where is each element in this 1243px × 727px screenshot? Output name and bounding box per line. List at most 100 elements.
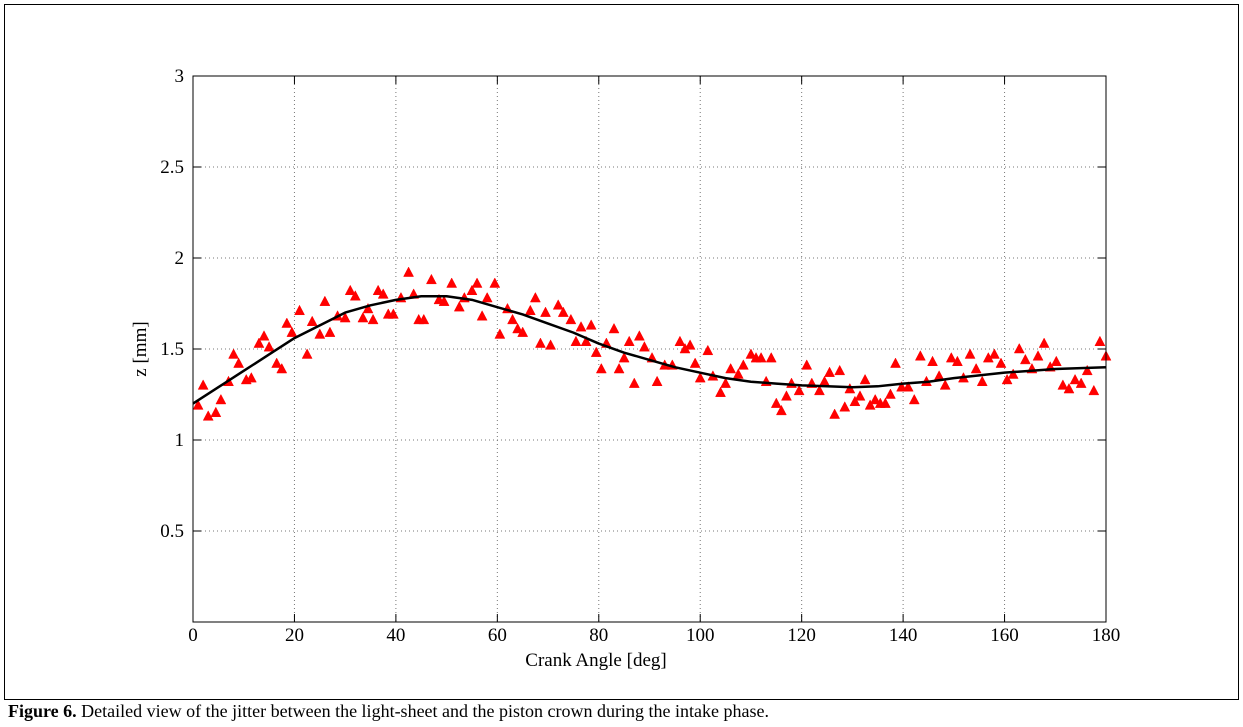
data-point xyxy=(1038,337,1050,348)
data-point xyxy=(970,362,982,374)
data-point xyxy=(689,357,701,368)
data-point xyxy=(210,406,222,417)
axes-frame xyxy=(192,75,1107,623)
data-point xyxy=(801,359,813,370)
data-point xyxy=(263,341,275,352)
data-point xyxy=(976,375,988,387)
data-point xyxy=(1007,368,1019,379)
data-point xyxy=(517,326,529,337)
data-point xyxy=(387,308,399,319)
data-point xyxy=(988,348,1000,359)
fit-curve xyxy=(192,294,1107,405)
data-point xyxy=(344,284,356,296)
x-tick-label: 40 xyxy=(386,625,405,646)
x-tick-label: 60 xyxy=(488,625,507,646)
data-point xyxy=(471,277,483,288)
data-point xyxy=(1057,379,1069,390)
data-point xyxy=(314,328,326,339)
data-point xyxy=(349,290,361,301)
data-point xyxy=(715,386,726,397)
data-point xyxy=(590,346,602,357)
y-tick-label: 2.5 xyxy=(160,157,184,178)
data-point xyxy=(306,315,318,326)
data-point xyxy=(595,362,607,374)
data-point xyxy=(362,302,374,314)
data-point xyxy=(995,357,1007,368)
data-point xyxy=(294,304,305,316)
data-point xyxy=(1069,373,1081,385)
data-point xyxy=(702,344,714,356)
y-tick-label: 1 xyxy=(175,430,185,451)
data-point xyxy=(879,397,891,408)
data-point xyxy=(770,397,782,408)
data-point xyxy=(732,368,744,379)
data-point xyxy=(849,395,861,407)
data-point xyxy=(276,362,288,374)
data-point xyxy=(859,373,871,385)
data-point xyxy=(1032,350,1044,361)
data-point xyxy=(453,301,465,312)
data-point xyxy=(890,357,901,368)
y-tick-label: 3 xyxy=(175,66,185,87)
data-point xyxy=(914,350,926,361)
data-point xyxy=(651,375,663,387)
x-tick-label: 120 xyxy=(787,625,816,646)
data-point xyxy=(552,299,564,310)
data-point xyxy=(964,348,976,359)
data-point xyxy=(639,341,650,352)
data-point xyxy=(466,284,478,296)
data-point xyxy=(202,410,214,421)
data-point xyxy=(580,335,592,346)
data-point xyxy=(512,322,524,334)
data-point xyxy=(271,357,283,368)
x-tick-label: 160 xyxy=(990,625,1019,646)
data-point xyxy=(403,266,414,277)
data-point xyxy=(545,339,557,350)
data-point xyxy=(481,292,493,303)
data-point xyxy=(618,352,630,363)
data-point xyxy=(494,328,506,339)
data-point xyxy=(446,277,458,288)
data-point xyxy=(951,355,963,366)
data-point xyxy=(684,339,696,350)
data-point xyxy=(628,377,640,388)
data-point xyxy=(281,317,293,328)
data-point xyxy=(367,313,379,325)
data-point xyxy=(927,355,938,366)
data-point xyxy=(725,362,737,374)
data-point xyxy=(1094,335,1106,346)
data-point xyxy=(286,326,298,337)
data-point xyxy=(824,366,835,377)
data-point xyxy=(939,379,951,390)
data-point xyxy=(489,277,501,288)
data-point xyxy=(253,337,265,348)
data-point xyxy=(377,288,389,299)
data-point xyxy=(339,312,351,323)
data-point xyxy=(557,306,569,317)
data-point xyxy=(215,393,227,405)
data-point xyxy=(301,348,313,359)
data-point xyxy=(829,408,841,419)
data-point xyxy=(814,384,825,396)
data-point xyxy=(674,335,686,346)
data-point xyxy=(765,352,777,363)
data-point xyxy=(438,295,450,306)
data-point xyxy=(585,319,597,330)
data-point xyxy=(540,306,551,317)
data-point xyxy=(781,390,792,401)
data-point xyxy=(529,292,541,303)
data-point xyxy=(885,388,896,399)
data-point xyxy=(633,330,645,341)
data-point xyxy=(694,372,706,383)
data-point xyxy=(839,401,851,412)
data-point xyxy=(623,335,635,346)
data-point xyxy=(570,335,582,346)
data-point xyxy=(945,352,957,363)
data-point xyxy=(233,357,245,368)
data-point xyxy=(613,362,625,374)
x-tick-label: 80 xyxy=(589,625,608,646)
x-tick-label: 0 xyxy=(188,625,198,646)
data-point xyxy=(1019,353,1031,365)
y-tick-label: 0.5 xyxy=(160,521,184,542)
data-point xyxy=(775,404,787,416)
